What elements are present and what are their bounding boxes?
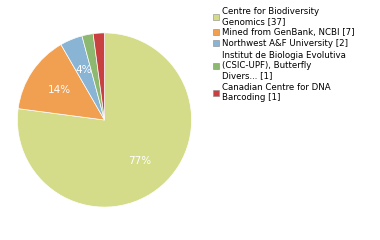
Wedge shape <box>61 36 105 120</box>
Wedge shape <box>18 45 105 120</box>
Legend: Centre for Biodiversity
Genomics [37], Mined from GenBank, NCBI [7], Northwest A: Centre for Biodiversity Genomics [37], M… <box>213 7 355 102</box>
Text: 77%: 77% <box>128 156 152 166</box>
Wedge shape <box>82 34 104 120</box>
Wedge shape <box>93 33 104 120</box>
Wedge shape <box>17 33 192 207</box>
Text: 4%: 4% <box>76 65 92 75</box>
Text: 14%: 14% <box>48 85 71 95</box>
